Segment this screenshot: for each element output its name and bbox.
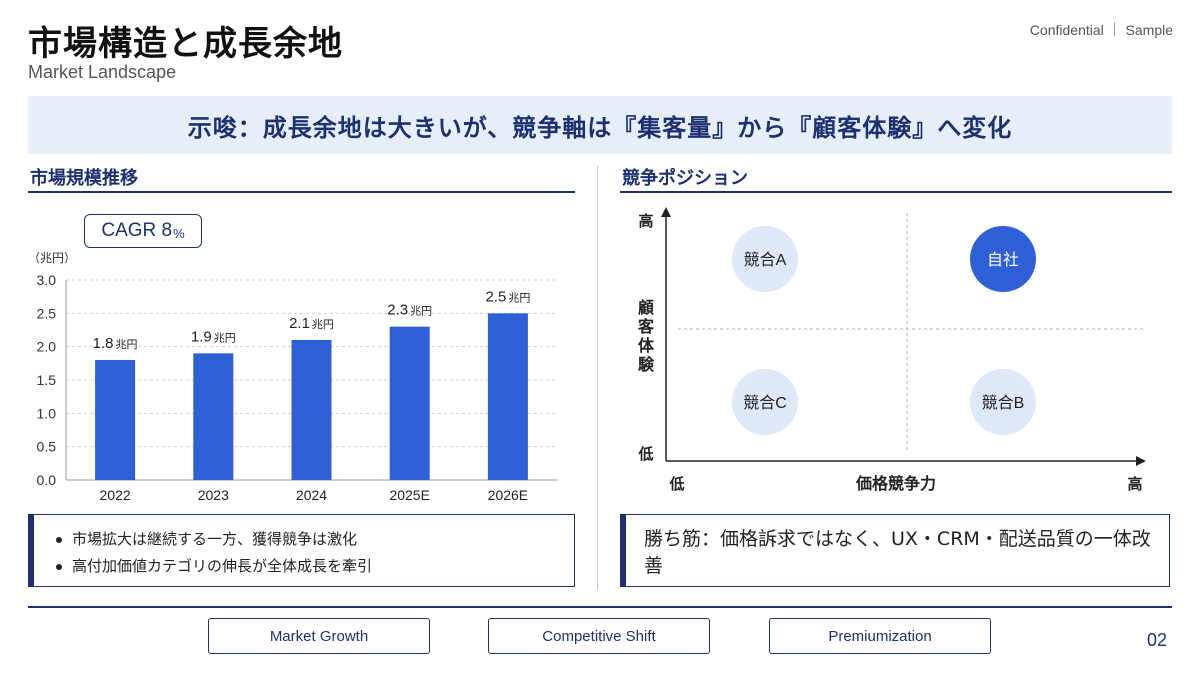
bar-value-label: 2.3 兆円 — [387, 302, 432, 319]
bar-category-label: 2026E — [488, 487, 528, 503]
xaxis-high-label: 高 — [1127, 475, 1142, 493]
insight-text: 示唆：成長余地は大きいが、競争軸は『集客量』から『顧客体験』へ変化 — [187, 113, 1013, 142]
bar-chart-ylabel: （兆円） — [28, 251, 76, 265]
bar-chart-ytick: 2.0 — [37, 339, 57, 355]
bar-value-label: 1.9 兆円 — [191, 328, 236, 345]
page-subtitle: Market Landscape — [28, 62, 177, 82]
yaxis-low-label: 低 — [637, 445, 653, 463]
section-divider — [597, 166, 598, 590]
bar-2024 — [291, 340, 332, 480]
market-note-1: 市場拡大は継続する一方、獲得競争は激化 — [54, 526, 574, 553]
bar-value-label: 2.1 兆円 — [289, 315, 334, 332]
position-bubble-自社 — [970, 226, 1036, 292]
bar-category-label: 2024 — [296, 487, 327, 503]
bar-chart-ytick: 2.5 — [37, 305, 57, 321]
insight-banner: 示唆：成長余地は大きいが、競争軸は『集客量』から『顧客体験』へ変化 — [28, 96, 1172, 154]
footer-rule — [28, 606, 1172, 608]
competitive-position-heading: 競争ポジション — [622, 168, 748, 189]
xaxis-title: 価格競争力 — [855, 474, 936, 493]
market-size-heading: 市場規模推移 — [30, 168, 138, 189]
tag-competitive-shift[interactable]: Competitive Shift — [488, 618, 710, 654]
tag-market-growth[interactable]: Market Growth — [208, 618, 430, 654]
bar-category-label: 2022 — [100, 487, 131, 503]
position-bubble-label: 競合A — [744, 251, 787, 269]
bar-value-label: 1.8 兆円 — [93, 335, 138, 352]
cagr-label: CAGR 8 — [101, 220, 173, 241]
tag-premiumization[interactable]: Premiumization — [769, 618, 991, 654]
bar-2022 — [95, 360, 136, 480]
position-bubble-label: 競合C — [743, 394, 787, 412]
bar-2025E — [389, 326, 430, 480]
yaxis-title: 顧客体験 — [638, 298, 655, 374]
market-size-heading-rule — [28, 191, 575, 193]
position-bubble-label: 競合B — [982, 394, 1025, 412]
bar-chart-ytick: 3.0 — [37, 272, 57, 288]
bar-value-label: 2.5 兆円 — [485, 288, 530, 305]
bar-chart-ytick: 0.0 — [37, 472, 57, 488]
bar-chart-ytick: 1.0 — [37, 405, 57, 421]
bar-category-label: 2023 — [198, 487, 229, 503]
position-bubble-競合A — [732, 226, 798, 292]
market-note-2: 高付加価値カテゴリの伸長が全体成長を牽引 — [54, 553, 574, 580]
bar-category-label: 2025E — [389, 487, 429, 503]
winning-strategy-box: 勝ち筋：価格訴求ではなく、UX・CRM・配送品質の一体改善 — [620, 514, 1170, 587]
competitive-position-heading-rule — [620, 191, 1172, 193]
bar-chart-ytick: 0.5 — [37, 439, 57, 455]
xaxis-low-label: 低 — [668, 475, 684, 493]
bar-chart-ytick: 1.5 — [37, 372, 57, 388]
market-size-bar-chart: （兆円） 0.0 0.5 1.0 1.5 2.0 2.5 3.0 1.8 兆円 2022 1.9 兆円 2… — [28, 251, 557, 503]
page-number: 02 — [1146, 630, 1167, 650]
confidential-label: Confidential ｜ Sample — [1029, 22, 1173, 38]
cagr-badge: CAGR 8% — [84, 214, 202, 248]
bar-2023 — [193, 353, 234, 480]
cagr-unit: % — [173, 225, 185, 241]
position-bubble-label: 自社 — [987, 251, 1019, 269]
position-bubble-競合C — [732, 369, 798, 435]
bar-2026E — [487, 313, 528, 480]
xaxis-arrow-icon — [1136, 456, 1146, 466]
position-bubble-競合B — [970, 369, 1036, 435]
yaxis-high-label: 高 — [638, 212, 653, 230]
winning-strategy-text: 勝ち筋：価格訴求ではなく、UX・CRM・配送品質の一体改善 — [644, 527, 1151, 577]
yaxis-arrow-icon — [661, 207, 671, 217]
market-notes-box: 市場拡大は継続する一方、獲得競争は激化 高付加価値カテゴリの伸長が全体成長を牽引 — [28, 514, 575, 587]
page-title: 市場構造と成長余地 — [28, 24, 343, 64]
